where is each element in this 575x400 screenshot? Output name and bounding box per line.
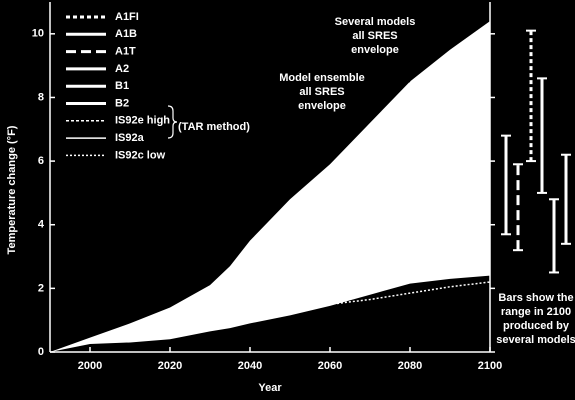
annotation: all SRES <box>299 86 344 98</box>
y-tick-label: 0 <box>38 346 44 358</box>
legend-note: (TAR method) <box>178 121 250 133</box>
annotation-arrow <box>329 119 339 129</box>
y-tick-label: 4 <box>38 219 45 231</box>
legend-label: A1FI <box>115 11 139 23</box>
legend-label: IS92c low <box>115 149 166 161</box>
legend-label: IS92e high <box>115 115 170 127</box>
y-tick-label: 8 <box>38 91 44 103</box>
annotation-arrow <box>382 63 411 83</box>
annotation: envelope <box>351 44 399 56</box>
y-tick-label: 10 <box>32 28 44 40</box>
annotation: Model ensemble <box>279 72 365 84</box>
legend-label: B1 <box>115 80 129 92</box>
legend-label: IS92a <box>115 132 145 144</box>
annotation: Several models <box>335 16 416 28</box>
is92c-low-line <box>249 281 491 318</box>
x-tick-label: 2080 <box>398 360 422 372</box>
brace <box>167 105 178 139</box>
y-tick-label: 2 <box>38 282 44 294</box>
y-axis-label: Temperature change (°F) <box>6 125 18 254</box>
x-tick-label: 2100 <box>478 360 502 372</box>
x-axis-label: Year <box>258 382 282 394</box>
bars-note: produced by <box>503 320 570 332</box>
legend-label: B2 <box>115 97 129 109</box>
envelope <box>50 21 490 352</box>
bars-note: range in 2100 <box>501 306 571 318</box>
annotation: envelope <box>298 100 346 112</box>
x-tick-label: 2000 <box>78 360 102 372</box>
bars-note: Bars show the <box>498 292 573 304</box>
legend-label: A1T <box>115 46 136 58</box>
legend-label: A1B <box>115 28 137 40</box>
x-tick-label: 2040 <box>238 360 262 372</box>
x-tick-label: 2020 <box>158 360 182 372</box>
legend-label: A2 <box>115 63 129 75</box>
bars-note: several models <box>496 334 575 346</box>
annotation: all SRES <box>352 30 397 42</box>
y-tick-label: 6 <box>38 155 44 167</box>
x-tick-label: 2060 <box>318 360 342 372</box>
